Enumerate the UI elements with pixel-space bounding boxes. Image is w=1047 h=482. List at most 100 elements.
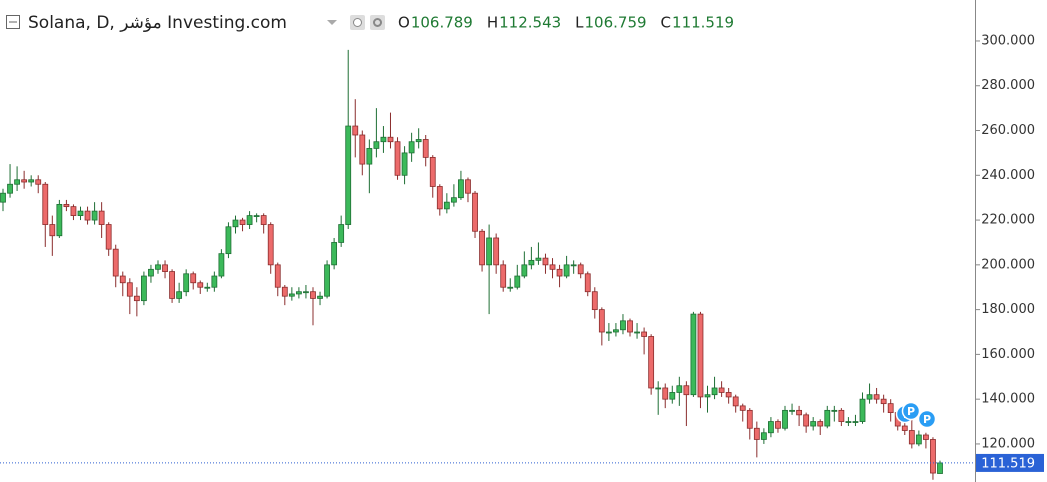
last-price-tag xyxy=(976,453,1044,472)
candle-body xyxy=(169,271,175,299)
candle-body xyxy=(49,224,56,237)
ohlc-letter: H xyxy=(487,14,498,32)
candle-body xyxy=(317,295,323,299)
y-tick-label: 140.000 xyxy=(981,392,1035,407)
candle-body xyxy=(387,136,394,143)
ohlc-letter: L xyxy=(575,14,584,32)
candle-body xyxy=(408,141,415,154)
candle-body xyxy=(563,264,570,277)
candle-body xyxy=(380,136,387,143)
candle-body xyxy=(133,295,140,302)
candle-body xyxy=(91,210,98,221)
candle-body xyxy=(648,336,655,389)
candle-body xyxy=(739,405,746,411)
candle-body xyxy=(42,183,49,225)
y-tick-label: 240.000 xyxy=(981,168,1035,183)
candle-body xyxy=(239,219,246,225)
candle-body xyxy=(782,409,788,429)
candle-body xyxy=(119,275,126,284)
candle-body xyxy=(443,201,450,210)
candle-body xyxy=(0,192,6,203)
plot-area xyxy=(0,49,975,480)
candle-body xyxy=(373,141,380,149)
event-marker[interactable] xyxy=(901,401,921,421)
candle-body xyxy=(923,434,929,440)
candle-body xyxy=(641,331,648,337)
candle-body xyxy=(775,421,781,429)
candle-body xyxy=(267,224,274,266)
event-label: P xyxy=(907,405,915,418)
candle-body xyxy=(465,179,471,194)
candle-body xyxy=(126,282,133,297)
settings-icon[interactable] xyxy=(370,15,385,30)
candle-body xyxy=(458,179,464,199)
candle-body xyxy=(866,394,873,400)
candle-body xyxy=(310,291,316,299)
candle-body xyxy=(394,141,401,176)
candle-body xyxy=(225,226,232,255)
y-tick-label: 180.000 xyxy=(981,302,1035,317)
legend-header: Solana, D, مؤشر Investing.com O 106.789 H 1… xyxy=(0,6,760,40)
dropdown-arrow[interactable] xyxy=(327,20,337,25)
candle-body xyxy=(584,273,591,293)
collapse-icon[interactable] xyxy=(6,15,20,29)
candle-body xyxy=(35,179,42,185)
candle-body xyxy=(56,203,63,237)
candle-body xyxy=(838,409,845,422)
candle-body xyxy=(274,264,281,288)
symbol-title[interactable]: Solana, D, مؤشر Investing.com xyxy=(28,13,287,33)
candle-body xyxy=(281,286,288,297)
candle-body xyxy=(429,156,436,187)
candle-body xyxy=(591,291,598,311)
candle-body xyxy=(697,313,704,398)
candle-body xyxy=(324,264,330,297)
candle-body xyxy=(14,179,20,185)
candle-body xyxy=(570,264,577,267)
candle-body xyxy=(732,396,739,407)
candle-body xyxy=(796,409,802,416)
candle-body xyxy=(676,385,683,393)
candle-body xyxy=(422,139,429,158)
candle-body xyxy=(401,152,408,176)
candle-body xyxy=(542,257,549,266)
candle-body xyxy=(817,421,824,427)
candle-body xyxy=(711,387,718,396)
candle-body xyxy=(514,275,521,288)
ohlc-value: 106.759 xyxy=(585,14,647,32)
candle-body xyxy=(21,179,28,183)
y-tick-label: 300.000 xyxy=(981,33,1035,48)
candle-body xyxy=(789,409,795,412)
candle-body xyxy=(598,309,605,333)
candle-body xyxy=(753,427,760,440)
candle-body xyxy=(507,286,514,289)
candle-body xyxy=(725,392,732,398)
candle-body xyxy=(620,320,626,331)
candle-body xyxy=(901,425,908,431)
candle-body xyxy=(824,409,831,427)
candle-body xyxy=(528,259,535,266)
ohlc-value: 112.543 xyxy=(499,14,561,32)
candle-body xyxy=(718,387,725,393)
candle-body xyxy=(450,197,457,203)
ohlc-value: 111.519 xyxy=(672,14,734,32)
candle-body xyxy=(246,215,253,225)
candle-body xyxy=(535,257,542,261)
candle-body xyxy=(7,183,13,194)
candle-body xyxy=(908,430,915,445)
candle-body xyxy=(556,268,563,277)
candle-body xyxy=(937,462,943,474)
event-marker[interactable] xyxy=(917,409,937,429)
candle-body xyxy=(669,392,676,400)
candle-body xyxy=(605,331,612,334)
candle-body xyxy=(84,210,91,221)
candle-body xyxy=(472,192,478,232)
candle-body xyxy=(915,434,922,445)
candle-body xyxy=(859,398,866,422)
candle-body xyxy=(260,215,267,225)
candle-body xyxy=(690,313,697,396)
candle-body xyxy=(500,264,507,288)
candle-body xyxy=(873,394,880,400)
y-tick-label: 120.000 xyxy=(981,436,1035,451)
ohlc-letter: C xyxy=(661,14,671,32)
